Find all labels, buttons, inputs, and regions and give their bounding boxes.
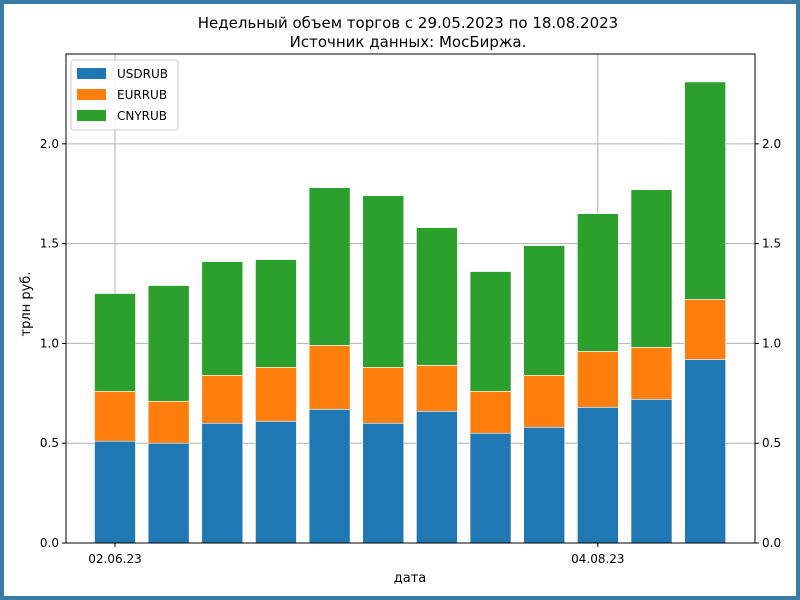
y-tick-label-right: 2.0 — [762, 137, 781, 151]
bar-cnyrub — [523, 245, 566, 376]
bar-eurrub — [255, 367, 297, 422]
bar-usdrub — [630, 398, 673, 544]
bar-usdrub — [94, 440, 136, 544]
bar-cnyrub — [630, 189, 673, 348]
bar-cnyrub — [255, 259, 297, 368]
y-tick-label-right: 0.5 — [762, 436, 781, 450]
chart-frame: Недельный объем торгов с 29.05.2023 по 1… — [4, 4, 796, 596]
bar-eurrub — [201, 375, 244, 424]
legend-label-eurrub: EURRUB — [117, 88, 167, 102]
bar-usdrub — [469, 432, 512, 544]
bar-eurrub — [308, 345, 351, 410]
y-tick-label-right: 0.0 — [762, 536, 781, 550]
bar-cnyrub — [469, 271, 512, 392]
bar-usdrub — [362, 422, 405, 544]
bar-usdrub — [684, 359, 726, 544]
y-axis-label: трлн руб. — [19, 272, 34, 337]
bar-eurrub — [577, 351, 619, 408]
bar-cnyrub — [201, 261, 244, 376]
bar-eurrub — [147, 400, 190, 444]
y-tick-label-left: 1.5 — [40, 237, 59, 251]
bar-eurrub — [469, 391, 512, 434]
bar-eurrub — [684, 299, 726, 360]
bar-eurrub — [416, 365, 458, 412]
legend-label-cnyrub: CNYRUB — [117, 109, 167, 123]
bar-usdrub — [255, 420, 297, 544]
bar-eurrub — [523, 375, 566, 428]
legend-swatch-eurrub — [77, 89, 106, 100]
x-tick-label: 04.08.23 — [571, 552, 624, 566]
bar-cnyrub — [147, 285, 190, 402]
bar-usdrub — [201, 422, 244, 544]
bar-eurrub — [94, 391, 136, 442]
chart-svg: Недельный объем торгов с 29.05.2023 по 1… — [19, 14, 781, 586]
legend-label-usdrub: USDRUB — [117, 67, 168, 81]
y-tick-label-left: 0.5 — [40, 436, 59, 450]
bar-cnyrub — [577, 213, 619, 352]
y-tick-label-right: 1.0 — [762, 336, 781, 350]
bar-cnyrub — [684, 81, 726, 300]
legend-swatch-usdrub — [77, 68, 106, 79]
x-axis-label: дата — [394, 571, 427, 586]
chart-title-line2: Источник данных: МосБиржа. — [290, 33, 527, 51]
axis-ticks: 0.0 0.0 0.5 0.5 1.0 1.0 1.5 1.5 2.0 2.0 02.06.23 04… — [40, 137, 781, 566]
bar-eurrub — [362, 367, 405, 424]
x-tick-label: 02.06.23 — [88, 552, 141, 566]
legend-swatch-cnyrub — [77, 110, 106, 121]
bar-usdrub — [523, 426, 566, 544]
bar-usdrub — [308, 408, 351, 544]
bar-usdrub — [147, 442, 190, 544]
bar-usdrub — [416, 410, 458, 544]
bar-cnyrub — [308, 187, 351, 346]
y-tick-label-left: 0.0 — [40, 536, 59, 550]
bar-eurrub — [630, 347, 673, 400]
y-tick-label-left: 2.0 — [40, 137, 59, 151]
legend: USDRUB EURRUB CNYRUB — [70, 59, 179, 131]
plot-area-frame — [65, 53, 756, 544]
bar-cnyrub — [416, 227, 458, 366]
chart-title-line1: Недельный объем торгов с 29.05.2023 по 1… — [198, 14, 618, 32]
bar-usdrub — [577, 406, 619, 544]
bar-cnyrub — [362, 195, 405, 368]
y-tick-label-right: 1.5 — [762, 237, 781, 251]
y-tick-label-left: 1.0 — [40, 336, 59, 350]
bar-cnyrub — [94, 293, 136, 392]
bars — [94, 81, 726, 544]
